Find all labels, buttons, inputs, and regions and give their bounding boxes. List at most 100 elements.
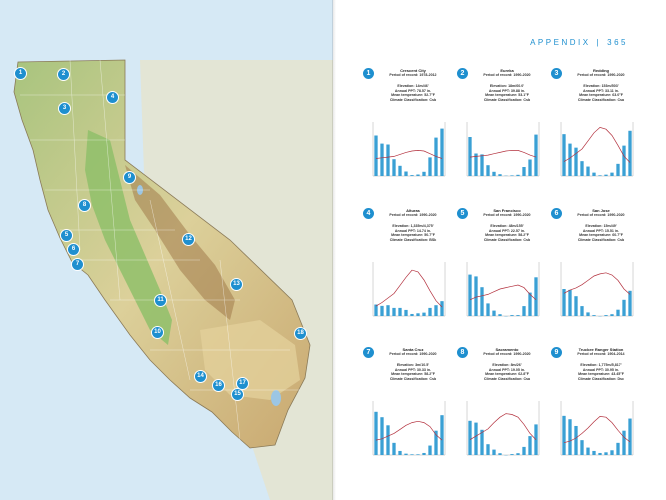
chart-axes xyxy=(560,122,634,177)
annual-ppt-text: Annual PPT: 39.88 in. xyxy=(488,88,526,93)
annual-ppt-text: Annual PPT: 22.57 in. xyxy=(488,228,526,233)
map-marker-2[interactable]: 2 xyxy=(57,68,70,81)
map-marker-6[interactable]: 6 xyxy=(67,243,80,256)
precip-bar xyxy=(604,315,608,316)
mean-temp-text: Mean temperature: 53.1°F xyxy=(485,93,529,98)
map-marker-14[interactable]: 14 xyxy=(194,370,207,383)
chart-axes xyxy=(372,262,446,317)
precip-bar xyxy=(528,292,532,316)
precip-bar xyxy=(534,424,538,455)
map-marker-15[interactable]: 15 xyxy=(231,388,244,401)
climate-panel: 8 Sacramento Period of record: 1990-2020 El… xyxy=(457,347,549,465)
station-number-badge: 7 xyxy=(363,347,374,358)
temperature-line xyxy=(563,416,631,444)
map-marker-10[interactable]: 10 xyxy=(151,326,164,339)
mojave-desert xyxy=(200,320,300,400)
temperature-line xyxy=(375,420,443,441)
climograph-chart xyxy=(372,262,446,317)
precip-bar xyxy=(568,419,572,455)
precip-bar xyxy=(628,418,632,455)
precip-bar xyxy=(404,453,408,455)
precip-bar xyxy=(510,175,514,176)
map-marker-8[interactable]: 8 xyxy=(78,199,91,212)
precip-bar xyxy=(516,174,520,176)
record-period: Period of record: 1990-2020 xyxy=(389,213,437,217)
climograph-chart xyxy=(560,122,634,177)
record-period: Period of record: 1990-2020 xyxy=(483,352,531,356)
precip-bar xyxy=(422,452,426,455)
temperature-line xyxy=(469,150,537,158)
climate-panel: 5 San Francisco Period of record: 1990-202… xyxy=(457,208,549,326)
precip-bar xyxy=(386,425,390,455)
elevation-text: Elevation: 14m/46' xyxy=(397,84,429,88)
station-name: Santa Cruz xyxy=(402,347,424,352)
map-marker-17[interactable]: 17 xyxy=(236,377,249,390)
record-period: Period of record: 1904-2014 xyxy=(577,352,625,356)
precip-bar xyxy=(534,134,538,176)
precip-bar xyxy=(598,175,602,176)
section-label: APPENDIX xyxy=(530,38,591,47)
mean-temp-text: Mean temperature: 43.45°F xyxy=(578,372,624,377)
climate-panel: 1 Crescent City Period of record: 1978-201… xyxy=(363,68,455,186)
precip-bar xyxy=(604,174,608,176)
temperature-line xyxy=(469,284,537,301)
station-info: Elevation: 14m/46' Annual PPT: 78.57 in. M… xyxy=(371,84,455,102)
precip-bar xyxy=(428,445,432,455)
mean-temp-text: Mean temperature: 52.7°F xyxy=(391,93,435,98)
precip-bar xyxy=(628,290,632,316)
precip-bar xyxy=(422,312,426,316)
station-name: San Francisco xyxy=(493,208,521,213)
climate-class-text: Climate Classification: Csb xyxy=(389,97,437,102)
climate-panel: 9 Truckee Ranger Station Period of record:… xyxy=(551,347,643,465)
precip-bar xyxy=(534,277,538,316)
precip-bar xyxy=(562,415,566,455)
map-marker-11[interactable]: 11 xyxy=(154,294,167,307)
map-marker-12[interactable]: 12 xyxy=(182,233,195,246)
precip-bar xyxy=(380,143,384,176)
elevation-text: Elevation: 153m/503' xyxy=(583,84,619,88)
station-info: Elevation: 48m/155' Annual PPT: 22.57 in.… xyxy=(465,224,549,242)
annual-ppt-text: Annual PPT: 33.11 in. xyxy=(583,88,619,93)
station-number-badge: 8 xyxy=(457,347,468,358)
climate-panel: 6 San Jose Period of record: 1990-2020 Elev… xyxy=(551,208,643,326)
precip-bar xyxy=(586,312,590,316)
map-marker-18[interactable]: 18 xyxy=(294,327,307,340)
precip-bar xyxy=(568,143,572,176)
map-marker-5[interactable]: 5 xyxy=(60,229,73,242)
station-number-badge: 3 xyxy=(551,68,562,79)
map-marker-16[interactable]: 16 xyxy=(212,379,225,392)
precip-bar xyxy=(440,301,444,316)
record-period: Period of record: 1978-2012 xyxy=(389,73,437,77)
map-marker-4[interactable]: 4 xyxy=(106,91,119,104)
precip-bar xyxy=(416,313,420,316)
station-name: San Jose xyxy=(592,208,610,213)
map-marker-3[interactable]: 3 xyxy=(58,102,71,115)
precip-bar xyxy=(562,134,566,176)
elevation-text: Elevation: 3m/10.5' xyxy=(396,363,430,367)
elevation-text: Elevation: 8m/26' xyxy=(492,363,522,367)
map-marker-1[interactable]: 1 xyxy=(14,67,27,80)
station-number-badge: 9 xyxy=(551,347,562,358)
station-info: Elevation: 15m/49' Annual PPT: 15.51 in. M… xyxy=(559,224,643,242)
precip-bar xyxy=(374,304,378,316)
chart-axes xyxy=(560,401,634,456)
precip-bar xyxy=(410,175,414,176)
map-marker-7[interactable]: 7 xyxy=(71,258,84,271)
annual-ppt-text: Annual PPT: 30.33 in. xyxy=(394,367,432,372)
precip-bar xyxy=(392,159,396,176)
precip-bar xyxy=(516,315,520,316)
climograph-chart xyxy=(372,401,446,456)
map-marker-13[interactable]: 13 xyxy=(230,278,243,291)
precip-bar xyxy=(522,167,526,176)
climate-class-text: Climate Classification: BSk xyxy=(389,237,437,242)
map-marker-9[interactable]: 9 xyxy=(123,171,136,184)
california-map-page: 1 2 3 4 5 6 7 8 9 10 11 12 13 14 15 16 1… xyxy=(0,0,333,500)
station-name: Alturas xyxy=(406,208,420,213)
climate-class-text: Climate Classification: Csb xyxy=(483,97,531,102)
precip-bar xyxy=(398,307,402,316)
precip-bar xyxy=(380,417,384,455)
elevation-text: Elevation: 18m/60.0' xyxy=(489,84,525,88)
mean-temp-text: Mean temperature: 58.2°F xyxy=(485,233,529,238)
precip-bar xyxy=(440,415,444,455)
precip-bar xyxy=(440,128,444,176)
